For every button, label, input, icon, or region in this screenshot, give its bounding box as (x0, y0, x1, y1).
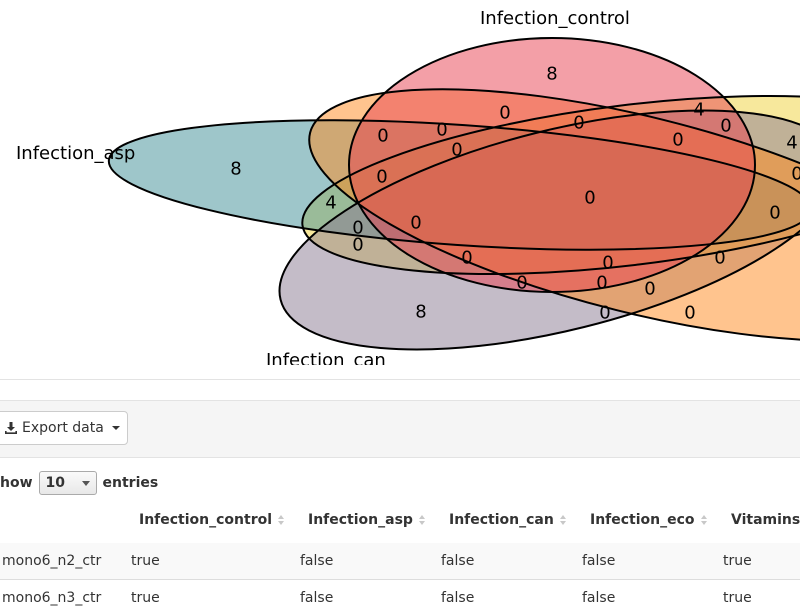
table-cell: true (131, 590, 160, 606)
table-row[interactable]: mono6_n3_ctr true false false false true (0, 579, 800, 616)
column-header-label: Infection_eco (590, 512, 695, 528)
row-id-cell: mono6_n2_ctr (2, 553, 102, 569)
region-count: 0 (720, 116, 731, 137)
download-icon (5, 422, 17, 434)
region-count: 0 (684, 303, 695, 324)
column-header-label: Infection_control (139, 512, 273, 528)
entries-select[interactable]: 10 (38, 471, 97, 495)
column-header-label: Infection_can (449, 512, 554, 528)
table-cell: false (300, 590, 334, 606)
table-cell: true (723, 553, 752, 569)
entries-select-value: 10 (45, 475, 66, 491)
region-count: 0 (644, 279, 655, 300)
column-header-label: Infection_asp (308, 512, 413, 528)
sort-icon (418, 515, 425, 525)
venn-set-outline (348, 37, 756, 293)
region-count: 0 (461, 248, 472, 269)
region-count: 0 (596, 273, 607, 294)
entries-length-control: how 10 entries (0, 470, 158, 496)
region-count: 8 (230, 159, 241, 180)
export-data-button[interactable]: Export data (0, 411, 128, 445)
table-row[interactable]: mono6_n2_ctr true false false false true (0, 543, 800, 579)
table-cell: false (582, 553, 616, 569)
table-cell: true (723, 590, 752, 606)
column-header-infection-eco[interactable]: Infection_eco (590, 512, 707, 528)
column-header-infection-can[interactable]: Infection_can (449, 512, 566, 528)
column-header-label: Vitamins (731, 512, 800, 528)
region-count: 0 (516, 273, 527, 294)
venn-set-outline (107, 119, 800, 251)
sort-icon (559, 515, 566, 525)
table-cell: false (441, 553, 475, 569)
section-divider (0, 379, 800, 380)
region-count: 4 (693, 100, 704, 121)
region-count: 8 (546, 64, 557, 85)
region-count: 0 (376, 167, 387, 188)
region-count: 0 (599, 303, 610, 324)
venn-set-outline (308, 88, 800, 342)
sort-icon (278, 515, 285, 525)
export-toolbar: Export data (0, 400, 800, 458)
sort-icon (700, 515, 707, 525)
region-count: 0 (377, 126, 388, 147)
region-count: 0 (352, 235, 363, 256)
region-count: 0 (602, 253, 613, 274)
region-count: 0 (672, 130, 683, 151)
export-data-label: Export data (22, 420, 104, 436)
region-count: 0 (352, 218, 363, 239)
venn-set-outline (301, 94, 800, 276)
chevron-down-icon (111, 426, 120, 430)
length-prefix: how (0, 475, 33, 491)
region-count: 4 (325, 193, 336, 214)
region-count: 0 (584, 188, 595, 209)
region-count: 0 (769, 203, 780, 224)
region-count: 0 (499, 103, 510, 124)
table-cell: false (582, 590, 616, 606)
region-count: 0 (436, 120, 447, 141)
length-suffix: entries (102, 475, 159, 491)
column-header-vitamins[interactable]: Vitamins (731, 512, 800, 528)
set-label-control: Infection_control (480, 8, 630, 29)
table-header: Infection_control Infection_asp Infectio… (0, 500, 800, 544)
column-header-infection-asp[interactable]: Infection_asp (308, 512, 425, 528)
region-count: 0 (714, 248, 725, 269)
region-count: 4 (786, 133, 797, 154)
set-label-asp: Infection_asp (16, 143, 135, 164)
region-count: 8 (415, 302, 426, 323)
region-count: 0 (410, 213, 421, 234)
venn-set-outline (278, 109, 800, 351)
table-cell: true (131, 553, 160, 569)
set-label-can: Infection_can (266, 350, 386, 365)
region-count: 0 (791, 164, 800, 185)
table-cell: false (441, 590, 475, 606)
row-id-cell: mono6_n3_ctr (2, 590, 102, 606)
column-header-infection-control[interactable]: Infection_control (139, 512, 285, 528)
select-caret-icon (81, 481, 90, 486)
region-count: 0 (451, 140, 462, 161)
table-cell: false (300, 553, 334, 569)
region-count: 0 (573, 113, 584, 134)
